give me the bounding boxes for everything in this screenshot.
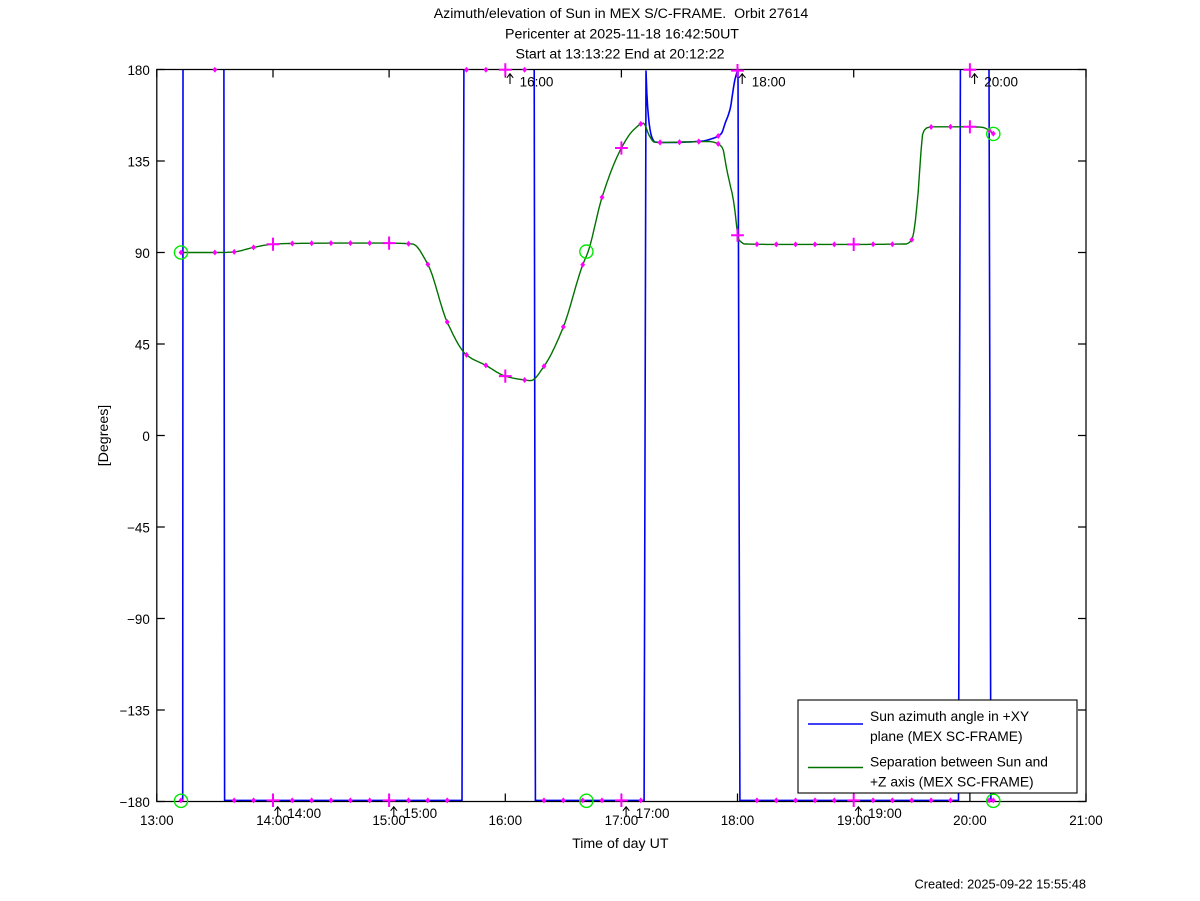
svg-text:20:00: 20:00 bbox=[984, 75, 1018, 90]
svg-text:Azimuth/elevation of Sun in ME: Azimuth/elevation of Sun in MEX S/C-FRAM… bbox=[434, 6, 809, 22]
svg-text:90: 90 bbox=[135, 246, 150, 261]
svg-text:19:00: 19:00 bbox=[837, 813, 871, 828]
svg-text:+Z axis (MEX SC-FRAME): +Z axis (MEX SC-FRAME) bbox=[870, 775, 1034, 790]
svg-text:plane (MEX SC-FRAME): plane (MEX SC-FRAME) bbox=[870, 729, 1023, 744]
svg-text:−135: −135 bbox=[120, 704, 150, 719]
svg-text:18:00: 18:00 bbox=[721, 813, 755, 828]
svg-text:Time of day UT: Time of day UT bbox=[572, 836, 669, 852]
svg-text:Pericenter at 2025-11-18 16:42: Pericenter at 2025-11-18 16:42:50UT bbox=[505, 27, 739, 43]
svg-text:13:00: 13:00 bbox=[140, 813, 174, 828]
svg-text:21:00: 21:00 bbox=[1069, 813, 1103, 828]
svg-text:−180: −180 bbox=[120, 795, 150, 810]
svg-text:−45: −45 bbox=[127, 521, 150, 536]
svg-text:14:00: 14:00 bbox=[287, 806, 321, 821]
svg-text:15:00: 15:00 bbox=[372, 813, 406, 828]
svg-text:18:00: 18:00 bbox=[752, 75, 786, 90]
svg-text:−90: −90 bbox=[127, 612, 150, 627]
svg-text:Separation between Sun and: Separation between Sun and bbox=[870, 755, 1048, 770]
svg-text:16:00: 16:00 bbox=[520, 75, 554, 90]
svg-text:20:00: 20:00 bbox=[953, 813, 987, 828]
svg-text:Sun azimuth angle in +XY: Sun azimuth angle in +XY bbox=[870, 709, 1029, 724]
svg-text:17:00: 17:00 bbox=[605, 813, 639, 828]
svg-text:180: 180 bbox=[127, 63, 149, 78]
svg-text:[Degrees]: [Degrees] bbox=[96, 405, 112, 467]
svg-text:135: 135 bbox=[127, 155, 149, 170]
svg-text:0: 0 bbox=[142, 429, 149, 444]
svg-text:15:00: 15:00 bbox=[403, 806, 437, 821]
svg-text:Start at 13:13:22 End at 20:12: Start at 13:13:22 End at 20:12:22 bbox=[515, 47, 724, 63]
svg-text:19:00: 19:00 bbox=[868, 806, 902, 821]
svg-text:16:00: 16:00 bbox=[489, 813, 523, 828]
svg-text:45: 45 bbox=[135, 338, 150, 353]
svg-text:Created: 2025-09-22 15:55:48: Created: 2025-09-22 15:55:48 bbox=[915, 877, 1086, 892]
svg-text:14:00: 14:00 bbox=[256, 813, 290, 828]
svg-text:17:00: 17:00 bbox=[636, 806, 670, 821]
